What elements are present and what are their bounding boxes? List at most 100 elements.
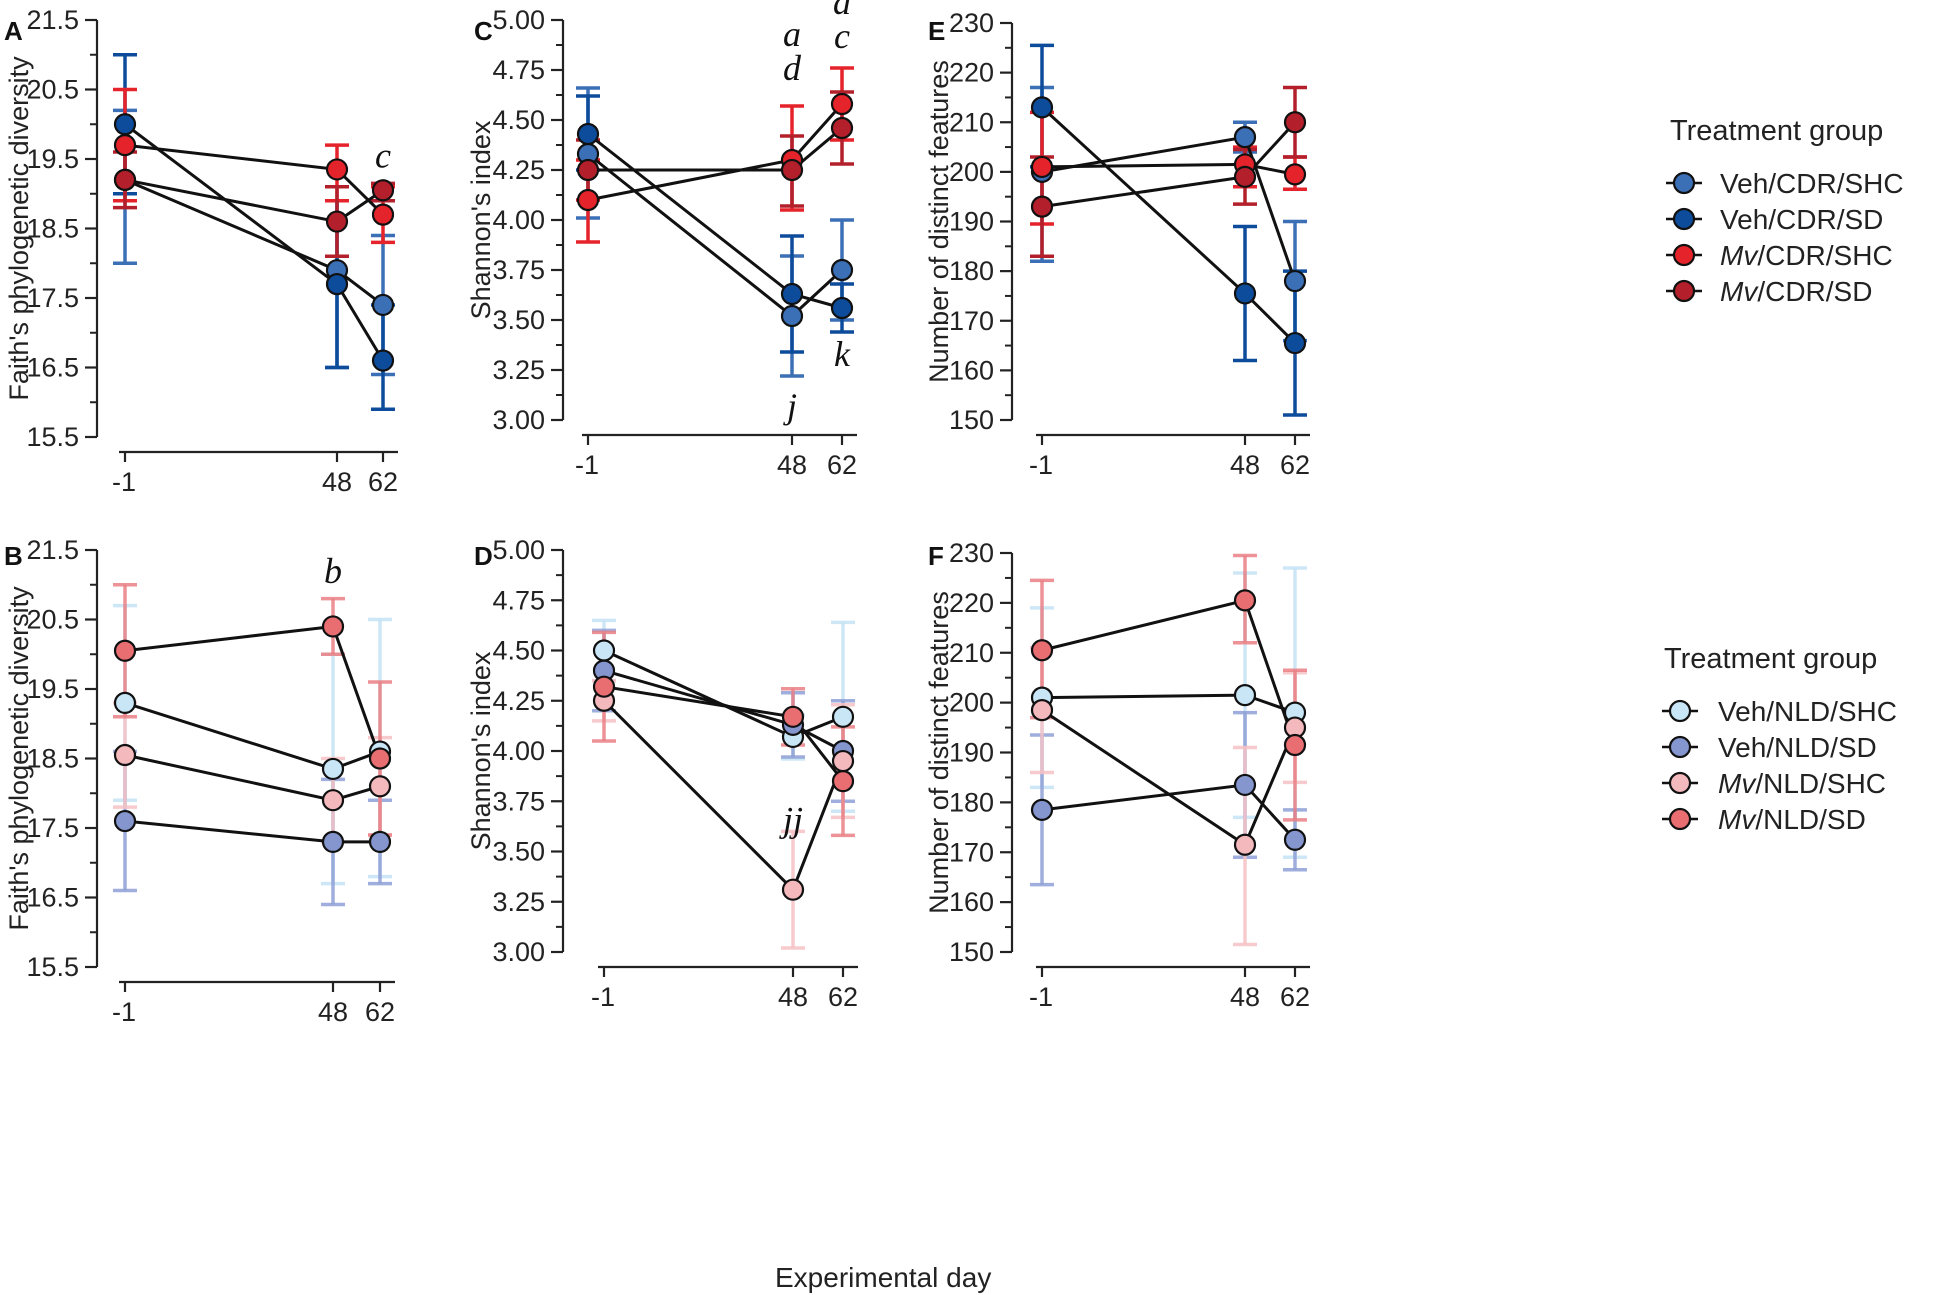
data-point	[1233, 165, 1257, 188]
legend-1: Treatment group Veh/CDR/SHC Veh/CDR/SD Mv/C…	[1666, 115, 1904, 307]
legend-marker	[1672, 243, 1696, 267]
data-point	[1233, 589, 1257, 612]
x-axis-title: Experimental day	[775, 1262, 992, 1293]
y-tick-label: 170	[949, 306, 994, 336]
data-point	[321, 789, 345, 812]
y-tick-label: 3.25	[492, 887, 545, 917]
significance-label: d	[783, 48, 802, 88]
y-tick-label: 4.25	[492, 686, 545, 716]
y-tick-label: 210	[949, 638, 994, 668]
data-point	[576, 188, 600, 212]
legend-item: Mv/CDR/SHC	[1666, 240, 1893, 271]
panel-C: C 3.00 3.25 3.50 3.75 4.00 4.25 4.50 4.75 5.00 -1 4…	[466, 0, 857, 480]
data-point	[1233, 126, 1257, 149]
y-tick-label: 3.25	[492, 355, 545, 385]
data-point	[113, 168, 137, 191]
y-tick-label: 20.5	[26, 605, 79, 635]
data-point	[1030, 639, 1054, 662]
y-tick-label: 190	[949, 207, 994, 237]
legend-label: Veh/NLD/SHC	[1718, 696, 1897, 727]
errorbars-Mv-CDR-SHC	[113, 87, 395, 245]
panel-letter: F	[928, 541, 944, 571]
y-tick-label: 200	[949, 688, 994, 718]
x-tick-label: -1	[112, 997, 136, 1027]
y-axis-title: Number of distinct features	[924, 591, 954, 914]
data-point	[1283, 269, 1307, 293]
panel-D: D 3.00 3.25 3.50 3.75 4.00 4.25 4.50 4.75 5.00 -1 4…	[466, 535, 858, 1012]
x-tick-label: 62	[368, 467, 398, 497]
legend-marker	[1668, 735, 1692, 759]
data-point	[592, 675, 616, 698]
data-point	[830, 92, 854, 116]
y-tick-label: 4.50	[492, 105, 545, 135]
y-tick-label: 3.75	[492, 786, 545, 816]
data-point	[1030, 195, 1054, 218]
data-point	[1283, 163, 1307, 186]
legend-marker	[1672, 207, 1696, 231]
data-point	[831, 705, 855, 728]
x-tick-label: -1	[112, 467, 136, 497]
legend-item: Veh/NLD/SHC	[1662, 696, 1897, 727]
panel-letter: B	[4, 541, 23, 571]
errorbars-Mv-NLD-SHC	[592, 678, 855, 950]
panel-F: F 150 160 170 180 190 200 210 220 230 -1 48 62 Number…	[924, 538, 1310, 1012]
data-point	[113, 809, 137, 833]
errorbars-Veh-CDR-SD	[1030, 43, 1307, 417]
legend-title: Treatment group	[1664, 643, 1877, 675]
x-tick-label: -1	[575, 450, 599, 480]
significance-label: b	[324, 551, 342, 591]
errorbars-Veh-NLD-SHC	[1030, 566, 1307, 859]
y-tick-label: 4.75	[492, 585, 545, 615]
y-tick-label: 17.5	[26, 813, 79, 843]
y-tick-label: 18.5	[26, 744, 79, 774]
y-tick-label: 230	[949, 538, 994, 568]
legend-item: Veh/NLD/SD	[1662, 732, 1877, 763]
panel-letter: A	[4, 16, 23, 46]
errorbars-Mv-CDR-SD	[1030, 85, 1307, 258]
y-tick-label: 17.5	[26, 283, 79, 313]
significance-label: c	[375, 136, 391, 176]
x-tick-label: 48	[777, 450, 807, 480]
data-point	[368, 830, 392, 854]
x-tick-label: 48	[1230, 982, 1260, 1012]
x-tick-label: 48	[318, 997, 348, 1027]
y-tick-label: 16.5	[26, 353, 79, 383]
errorbars-Mv-NLD-SD	[1030, 553, 1307, 822]
y-tick-label: 3.75	[492, 255, 545, 285]
legend-label: Veh/CDR/SD	[1720, 204, 1883, 235]
x-tick-label: 62	[1280, 450, 1310, 480]
y-tick-label: 160	[949, 355, 994, 385]
y-tick-label: 150	[949, 405, 994, 435]
y-tick-label: 15.5	[26, 422, 79, 452]
y-tick-label: 4.00	[492, 205, 545, 235]
data-point	[321, 830, 345, 854]
legend-label: Veh/CDR/SHC	[1720, 168, 1904, 199]
y-tick-label: 4.00	[492, 736, 545, 766]
panel-E: E 150 160 170 180 190 200 210 220 230 -1 48 62 Number…	[924, 8, 1310, 480]
data-point	[1030, 699, 1054, 722]
legend-item: Mv/CDR/SD	[1666, 276, 1872, 307]
legend-label: Mv/CDR/SHC	[1720, 240, 1893, 271]
series-line-Veh-NLD-SHC	[1041, 693, 1296, 715]
panel-B: B 15.5 16.5 17.5 18.5 19.5 20.5 21.5 -1 48 62 Faith…	[4, 535, 395, 1027]
errorbars-Veh-NLD-SD	[592, 628, 855, 803]
panel-letter: C	[474, 16, 493, 46]
series-line-Mv-NLD-SD	[603, 685, 845, 783]
data-point	[321, 615, 345, 638]
x-tick-label: 48	[1230, 450, 1260, 480]
data-point	[321, 757, 345, 781]
x-tick-label: -1	[591, 982, 615, 1012]
data-point	[576, 122, 600, 146]
data-point	[781, 705, 805, 728]
data-point	[780, 158, 804, 182]
data-point	[1030, 155, 1054, 179]
data-point	[780, 304, 804, 328]
y-tick-label: 16.5	[26, 883, 79, 913]
legend-marker	[1672, 279, 1696, 303]
data-point	[1233, 833, 1257, 856]
data-point	[113, 113, 137, 136]
data-point	[371, 179, 395, 202]
y-tick-label: 200	[949, 157, 994, 187]
data-point	[830, 116, 854, 140]
y-tick-label: 4.75	[492, 55, 545, 85]
